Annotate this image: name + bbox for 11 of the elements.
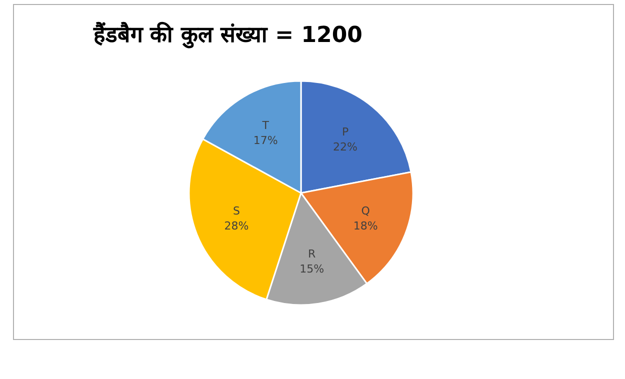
slice-label: S [232,204,240,218]
data-label: 17% [253,134,278,148]
data-label: 15% [300,262,324,276]
slice-label: R [308,248,316,261]
slice-label: T [261,119,270,132]
slice-label: Q [361,204,370,218]
chart-title: हैंडबैग की कुल संख्या = 1200 [92,21,362,49]
data-label: 18% [353,220,378,233]
data-label: 28% [224,220,249,233]
data-label: 22% [333,140,358,154]
slice-label: P [342,125,349,138]
